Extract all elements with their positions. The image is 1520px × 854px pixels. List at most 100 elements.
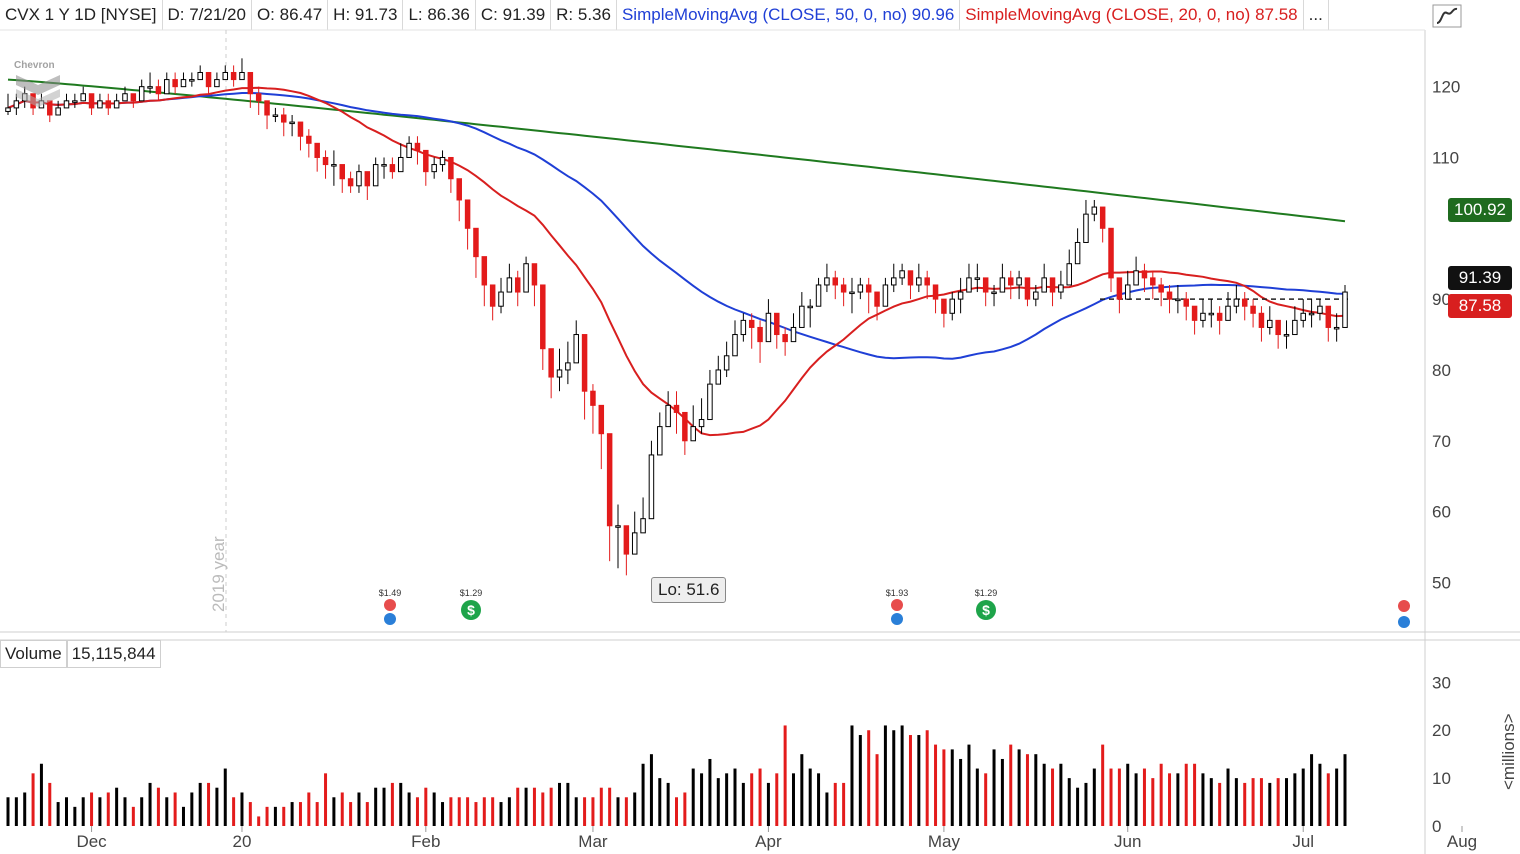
candle: [247, 71, 254, 108]
volume-bar: [825, 792, 829, 826]
price-tick-label: 120: [1432, 78, 1460, 97]
volume-bar: [641, 763, 645, 826]
volume-axis: 0 10 20 30: [1432, 673, 1451, 836]
dividend-marker[interactable]: $1.29 $: [455, 588, 487, 620]
upcoming-info-icon[interactable]: [1398, 616, 1410, 628]
sma50-line: [7, 92, 1346, 360]
dividend-amount: $1.93: [885, 588, 909, 598]
candle: [189, 72, 195, 87]
sma200-line: [7, 78, 1346, 223]
volume-bar: [474, 802, 478, 826]
volume-bar: [967, 744, 971, 826]
volume-bar: [1025, 754, 1029, 826]
info-icon: [384, 613, 396, 625]
candle: [1091, 199, 1098, 222]
candle: [1233, 284, 1240, 314]
candle: [573, 320, 579, 364]
candle: [489, 284, 496, 321]
volume-bar: [1218, 782, 1222, 826]
candle: [782, 327, 788, 356]
volume-bar: [624, 797, 628, 826]
symbol-label[interactable]: CVX 1 Y 1D [NYSE]: [0, 0, 163, 30]
volume-bar: [482, 797, 486, 826]
volume-bar: [140, 797, 144, 826]
drawing-tools-icon[interactable]: [1432, 4, 1462, 28]
candle: [431, 157, 437, 179]
candle: [815, 277, 822, 307]
upcoming-earnings-icon[interactable]: [1398, 600, 1410, 612]
time-tick-label: 20: [233, 832, 252, 851]
candle: [1317, 299, 1323, 321]
volume-bar: [1042, 763, 1046, 826]
volume-bar: [875, 754, 879, 826]
candle: [222, 65, 229, 81]
candle: [657, 412, 663, 456]
candle: [999, 263, 1006, 293]
candle: [1008, 270, 1014, 300]
sma20-value: 87.58: [1255, 5, 1298, 24]
candle: [556, 348, 563, 392]
volume-bar: [574, 797, 578, 826]
more-studies-button[interactable]: ...: [1304, 0, 1329, 30]
volume-bar: [98, 797, 102, 826]
volume-bar: [1243, 782, 1247, 826]
volume-bar: [666, 782, 670, 826]
volume-bar: [1076, 787, 1080, 826]
dividend-marker[interactable]: $1.49: [374, 588, 406, 625]
volume-bar: [1201, 773, 1205, 826]
volume-bar: [115, 787, 119, 826]
sma50-readout[interactable]: SimpleMovingAvg (CLOSE, 50, 0, no) 90.96: [617, 0, 961, 30]
range-readout: R: 5.36: [551, 0, 617, 30]
volume-bar: [766, 782, 770, 826]
candle: [506, 263, 513, 293]
volume-bar: [340, 792, 344, 826]
candle: [314, 142, 320, 172]
candle: [406, 136, 412, 158]
dividend-marker[interactable]: $1.93: [881, 588, 913, 625]
volume-bar: [700, 773, 704, 826]
volume-bar: [1343, 754, 1347, 826]
candle: [381, 157, 387, 179]
volume-bar: [415, 797, 419, 826]
volume-bar: [23, 792, 27, 826]
chevron-shield-icon: [16, 75, 60, 107]
volume-bar: [691, 768, 695, 826]
candle: [414, 136, 421, 165]
sma20-readout[interactable]: SimpleMovingAvg (CLOSE, 20, 0, no) 87.58: [960, 0, 1304, 30]
volume-bar: [791, 773, 795, 826]
volume-bar: [758, 768, 762, 826]
volume-bar: [532, 787, 536, 826]
volume-bar: [1084, 782, 1088, 826]
candle: [205, 71, 212, 94]
volume-bar: [123, 797, 127, 826]
candle: [690, 405, 696, 442]
candle: [1108, 227, 1114, 293]
volume-tick-label: 10: [1432, 769, 1451, 788]
candle: [840, 277, 847, 307]
volume-bar: [14, 797, 18, 826]
volume-bar: [131, 806, 135, 826]
candle: [606, 433, 613, 562]
candle: [899, 263, 905, 285]
volume-bar: [908, 735, 912, 826]
volume-bar: [858, 735, 862, 826]
candle: [631, 511, 638, 555]
candle: [807, 299, 813, 328]
time-axis: Dec 20 Feb Mar Apr May Jun Jul Aug: [76, 826, 1477, 851]
dividend-marker[interactable]: $1.29 $: [970, 588, 1002, 620]
volume-tick-label: 0: [1432, 817, 1441, 836]
volume-bar: [892, 730, 896, 826]
candle: [97, 93, 103, 109]
candle: [230, 65, 237, 87]
volume-bar: [708, 758, 712, 826]
candle: [682, 411, 688, 455]
volume-bar: [842, 782, 846, 826]
volume-bar: [1226, 768, 1230, 826]
volume-bar: [917, 735, 921, 826]
candle: [882, 277, 889, 307]
candle: [891, 263, 897, 293]
volume-bar: [1051, 768, 1055, 826]
time-tick-label: Apr: [755, 832, 782, 851]
time-tick-label: Feb: [411, 832, 440, 851]
